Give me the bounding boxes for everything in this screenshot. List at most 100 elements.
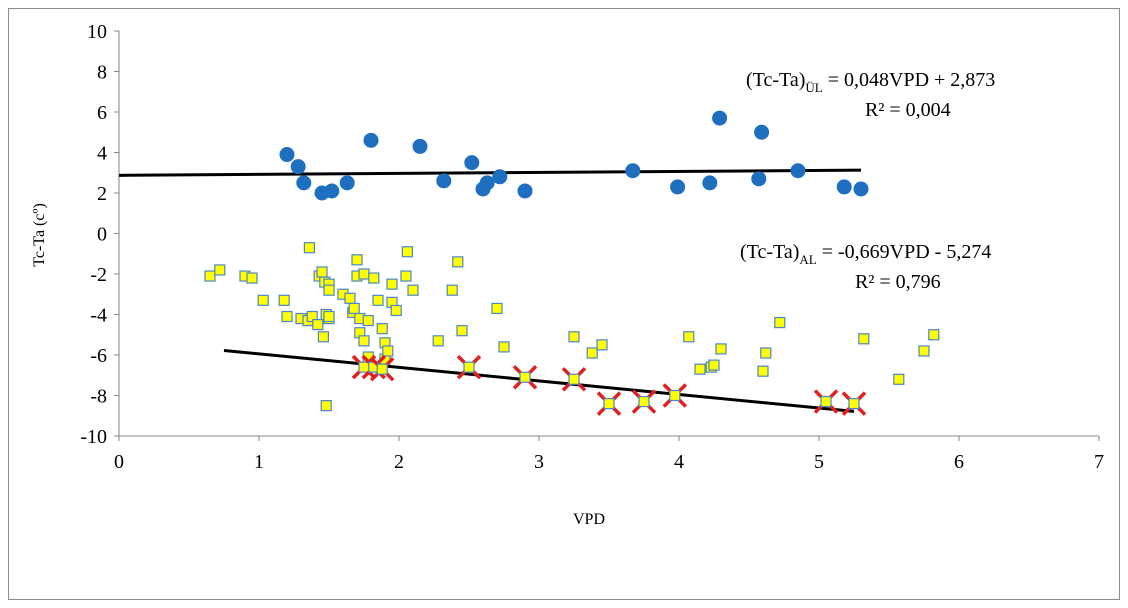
lower-point — [928, 329, 940, 341]
lower-point — [316, 266, 328, 278]
x-tick-label: 5 — [814, 451, 824, 473]
upper-point — [517, 183, 533, 199]
lower-point — [498, 341, 510, 353]
excluded-square — [603, 398, 615, 410]
x-tick-label: 0 — [114, 451, 124, 473]
lower-point — [348, 302, 360, 315]
lower-point — [760, 347, 772, 359]
excluded-square — [638, 395, 650, 408]
lower-point — [368, 272, 380, 284]
lower-point — [344, 292, 356, 304]
lower-point — [362, 314, 374, 327]
lower-point — [257, 294, 269, 306]
lower-point — [568, 331, 580, 343]
lower-point — [372, 294, 384, 306]
excluded-point — [841, 391, 867, 416]
y-tick-label: 10 — [87, 21, 107, 43]
excluded-square — [848, 398, 860, 410]
upper-point — [279, 147, 295, 163]
lower-point — [278, 294, 290, 306]
y-tick-label: 6 — [97, 102, 107, 124]
y-tick-label: 0 — [97, 224, 107, 246]
lower-point — [358, 335, 370, 347]
x-tick-label: 6 — [954, 451, 964, 473]
x-tick-label: 3 — [534, 451, 544, 473]
upper-point — [363, 132, 379, 148]
upper-point — [754, 124, 770, 140]
y-tick-label: -4 — [90, 305, 107, 327]
lower-point — [683, 331, 695, 343]
lower-equation: (Tc-Ta)AL = -0,669VPD - 5,274 — [740, 241, 991, 267]
y-tick-label: -8 — [90, 386, 107, 408]
lower-eq-rest: = -0,669VPD - 5,274 — [817, 241, 992, 263]
lower-point — [452, 256, 464, 268]
lower-point — [491, 302, 503, 315]
excluded-square — [519, 371, 531, 383]
upper-point — [492, 169, 508, 185]
fit-lines — [118, 168, 862, 413]
lower-point — [694, 363, 706, 375]
lower-point — [323, 284, 335, 296]
lower-point — [390, 304, 402, 317]
lower-eq-sub: AL — [799, 252, 816, 267]
x-tick-label: 1 — [254, 451, 264, 473]
lower-point — [918, 345, 930, 357]
excluded-point — [369, 356, 395, 382]
upper-point — [853, 181, 869, 197]
x-tick-label: 4 — [674, 451, 684, 473]
upper-point — [412, 138, 428, 154]
excluded-square — [820, 395, 832, 408]
lower-point — [596, 339, 608, 351]
excluded-point — [631, 389, 657, 414]
excluded-square — [463, 361, 475, 373]
lower-point — [432, 335, 444, 347]
data-points — [204, 110, 940, 416]
excluded-square — [358, 361, 370, 373]
upper-point — [790, 163, 806, 179]
lower-point — [246, 272, 258, 284]
x-axis-title: VPD — [573, 511, 605, 528]
upper-point — [436, 173, 452, 189]
upper-point — [836, 179, 852, 195]
y-tick-label: -2 — [90, 264, 107, 286]
lower-point — [586, 347, 598, 359]
y-tick-label: 2 — [97, 183, 107, 205]
upper-point — [751, 171, 767, 187]
upper-eq-sub: ÜL — [805, 80, 822, 95]
upper-eq-rest: = 0,048VPD + 2,873 — [823, 69, 996, 91]
y-tick-label: -6 — [90, 345, 107, 367]
upper-point — [479, 175, 495, 191]
lower-point — [312, 319, 324, 331]
upper-eq-main: (Tc-Ta) — [746, 69, 805, 91]
excluded-point — [596, 391, 622, 416]
lower-point — [320, 400, 332, 412]
upper-r2: R² = 0,004 — [865, 99, 951, 121]
upper-point — [339, 175, 355, 191]
x-tick-label: 2 — [394, 451, 404, 473]
lower-point — [204, 270, 216, 282]
y-tick-label: -10 — [80, 426, 107, 448]
upper-point — [324, 183, 340, 199]
lower-point — [774, 317, 786, 329]
lower-point — [323, 310, 335, 323]
lower-point — [715, 343, 727, 355]
excluded-point — [662, 383, 688, 408]
lower-point — [317, 331, 329, 343]
lower-point — [214, 264, 226, 276]
excluded-square — [669, 389, 681, 402]
lower-point — [400, 270, 412, 282]
axes: 10 8 6 4 2 0 -2 -4 -6 -8 -10 0 1 2 3 4 5 6 7 — [80, 21, 1104, 473]
excluded-point — [813, 389, 839, 414]
upper-point — [625, 163, 641, 179]
lower-point — [351, 254, 363, 266]
upper-equation: (Tc-Ta)ÜL = 0,048VPD + 2,873 — [746, 69, 995, 95]
upper-point — [296, 175, 312, 191]
y-tick-label: 4 — [97, 143, 107, 165]
excluded-point — [512, 365, 538, 390]
lower-point — [303, 242, 315, 254]
y-axis-title: Tc-Ta (cº) — [31, 203, 48, 267]
upper-point — [712, 110, 728, 126]
lower-point — [757, 365, 769, 377]
lower-r2: R² = 0,796 — [855, 271, 941, 293]
